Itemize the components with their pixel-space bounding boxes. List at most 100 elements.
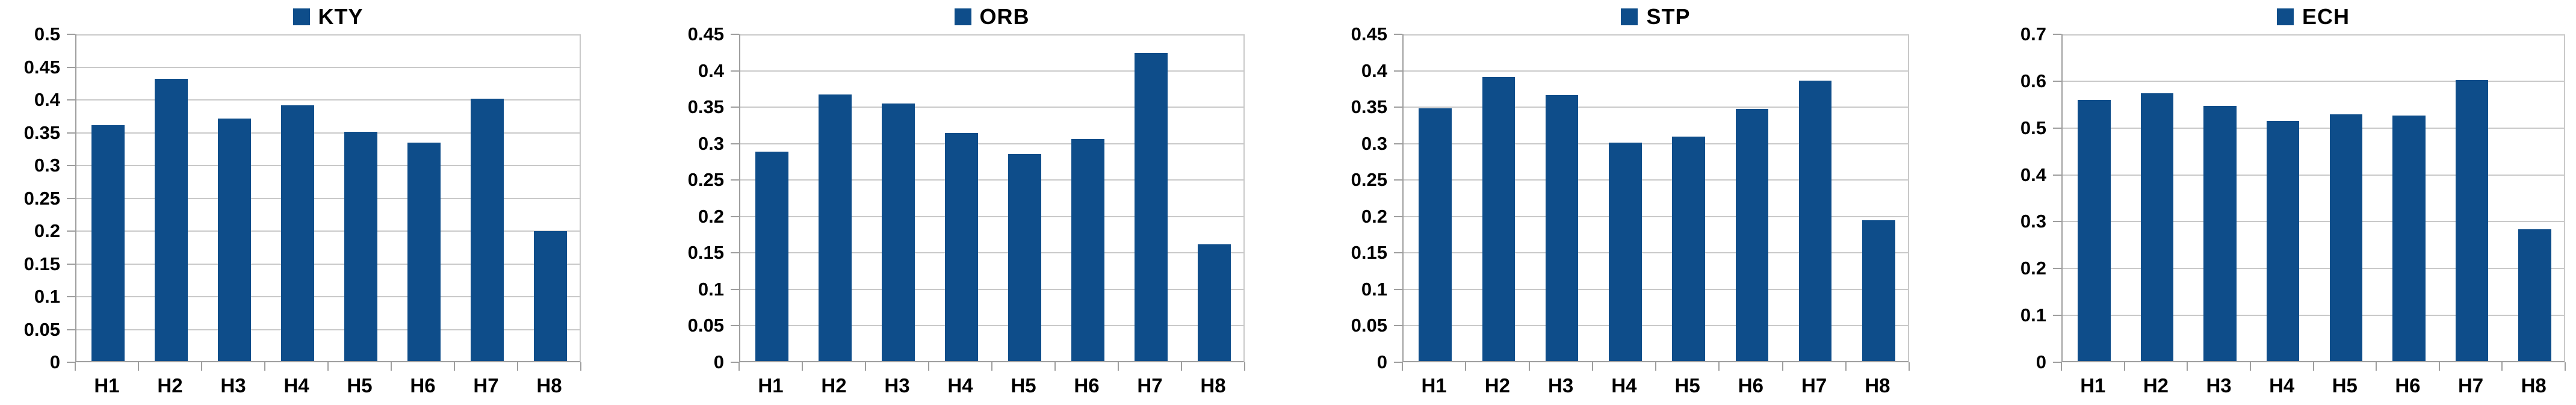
y-axis-tick (731, 288, 739, 290)
y-tick-label: 0.3 (1361, 132, 1387, 154)
y-axis-tick (67, 230, 75, 232)
x-category-label: H8 (2521, 374, 2547, 397)
y-axis-tick (731, 215, 739, 217)
gridline (76, 197, 580, 199)
x-category-label: H7 (2457, 374, 2484, 397)
y-axis-tick (67, 34, 75, 35)
y-tick-label: 0.25 (1351, 169, 1387, 191)
legend: ECH (2061, 4, 2565, 30)
x-axis-tick (138, 362, 139, 371)
x-category-label: H7 (1137, 374, 1163, 397)
bar-h3 (882, 104, 915, 361)
y-tick-label: 0.05 (687, 315, 724, 336)
bar-h6 (2392, 116, 2426, 361)
gridline (76, 329, 580, 330)
x-axis-tick (2312, 362, 2314, 371)
y-axis-tick (2053, 268, 2061, 270)
x-category-label: H3 (884, 374, 910, 397)
y-axis-tick (67, 99, 75, 100)
x-category-label: H3 (2206, 374, 2232, 397)
bar-h3 (2203, 105, 2237, 361)
gridline (1404, 34, 1908, 36)
x-category-label: H2 (1484, 374, 1510, 397)
y-tick-label: 0.05 (23, 318, 60, 340)
x-category-label: H7 (1801, 374, 1827, 397)
gridline (1404, 107, 1908, 108)
y-tick-label: 0.1 (1361, 278, 1387, 300)
x-axis-tick (802, 362, 803, 371)
gridline (740, 325, 1243, 327)
x-axis-tick (738, 362, 740, 371)
x-category-label: H6 (2395, 374, 2421, 397)
y-axis-tick (731, 179, 739, 181)
y-axis-tick (2053, 127, 2061, 129)
gridline (76, 66, 580, 68)
gridline (2063, 221, 2564, 223)
x-axis-tick (1655, 362, 1656, 371)
y-tick-label: 0.15 (23, 253, 60, 274)
y-axis-tick (2053, 315, 2061, 317)
gridline (1404, 143, 1908, 144)
gridline (740, 252, 1243, 254)
legend-swatch-icon (954, 8, 971, 25)
y-axis-tick (731, 362, 739, 363)
y-axis-tick (67, 66, 75, 68)
gridline (1404, 325, 1908, 327)
gridline (2063, 268, 2564, 270)
x-axis-tick (865, 362, 866, 371)
chart-panel-kty: KTY 0.5 0.45 0.4 0.35 0.3 0.25 0.2 0.15 0.1 0.05 0… (0, 0, 644, 405)
y-axis-tick (2053, 174, 2061, 176)
x-category-label: H7 (473, 374, 499, 397)
x-axis-tick (2123, 362, 2125, 371)
x-axis-tick (1909, 362, 1910, 371)
y-tick-label: 0.15 (1351, 242, 1387, 264)
x-axis-tick (1591, 362, 1593, 371)
x-category-label: H5 (2332, 374, 2358, 397)
x-category-label: H8 (1200, 374, 1226, 397)
x-axis-tick (454, 362, 455, 371)
bar-h3 (1545, 94, 1579, 361)
bar-h4 (1609, 142, 1642, 361)
gridline (76, 230, 580, 232)
bar-h7 (2455, 79, 2489, 361)
y-axis-tick (1394, 215, 1402, 217)
x-axis-tick (991, 362, 992, 371)
x-axis-tick (75, 362, 76, 371)
gridline (1404, 288, 1908, 290)
gridline (76, 165, 580, 166)
x-axis-tick (2249, 362, 2251, 371)
gridline (740, 179, 1243, 181)
y-tick-label: 0.7 (2020, 23, 2046, 45)
bar-h8 (1198, 244, 1231, 361)
x-axis-tick (327, 362, 329, 371)
y-axis-tick (2053, 362, 2061, 363)
y-axis-tick (67, 132, 75, 134)
bar-h1 (91, 125, 125, 361)
y-axis-tick (731, 34, 739, 35)
chart-panel-stp: STP 0.45 0.4 0.35 0.3 0.25 0.2 0.15 0.1 0.05 0 H1 H… (1288, 0, 1932, 405)
x-axis-tick (928, 362, 929, 371)
x-axis-tick (2565, 362, 2566, 371)
y-axis-tick (67, 263, 75, 265)
bar-h5 (344, 131, 377, 361)
y-tick-label: 0.1 (698, 278, 724, 300)
y-axis-tick (731, 70, 739, 72)
gridline (740, 288, 1243, 290)
chart-panel-ech: ECH 0.7 0.6 0.5 0.4 0.3 0.2 0.1 0 H1 H2 H3 H4 H5 H6 H7… (1932, 0, 2576, 405)
x-axis-tick (1465, 362, 1467, 371)
y-tick-label: 0.2 (34, 220, 60, 241)
x-category-label: H8 (536, 374, 562, 397)
gridline (2063, 34, 2564, 36)
x-category-label: H6 (410, 374, 436, 397)
y-axis-tick (67, 362, 75, 363)
gridline (740, 215, 1243, 217)
x-axis-tick (1244, 362, 1245, 371)
y-tick-label: 0.5 (34, 23, 60, 45)
y-axis-tick (1394, 325, 1402, 327)
bar-h4 (945, 132, 978, 361)
y-axis-tick (1394, 362, 1402, 363)
y-axis-tick (1394, 252, 1402, 254)
gridline (740, 107, 1243, 108)
x-axis-tick (201, 362, 202, 371)
